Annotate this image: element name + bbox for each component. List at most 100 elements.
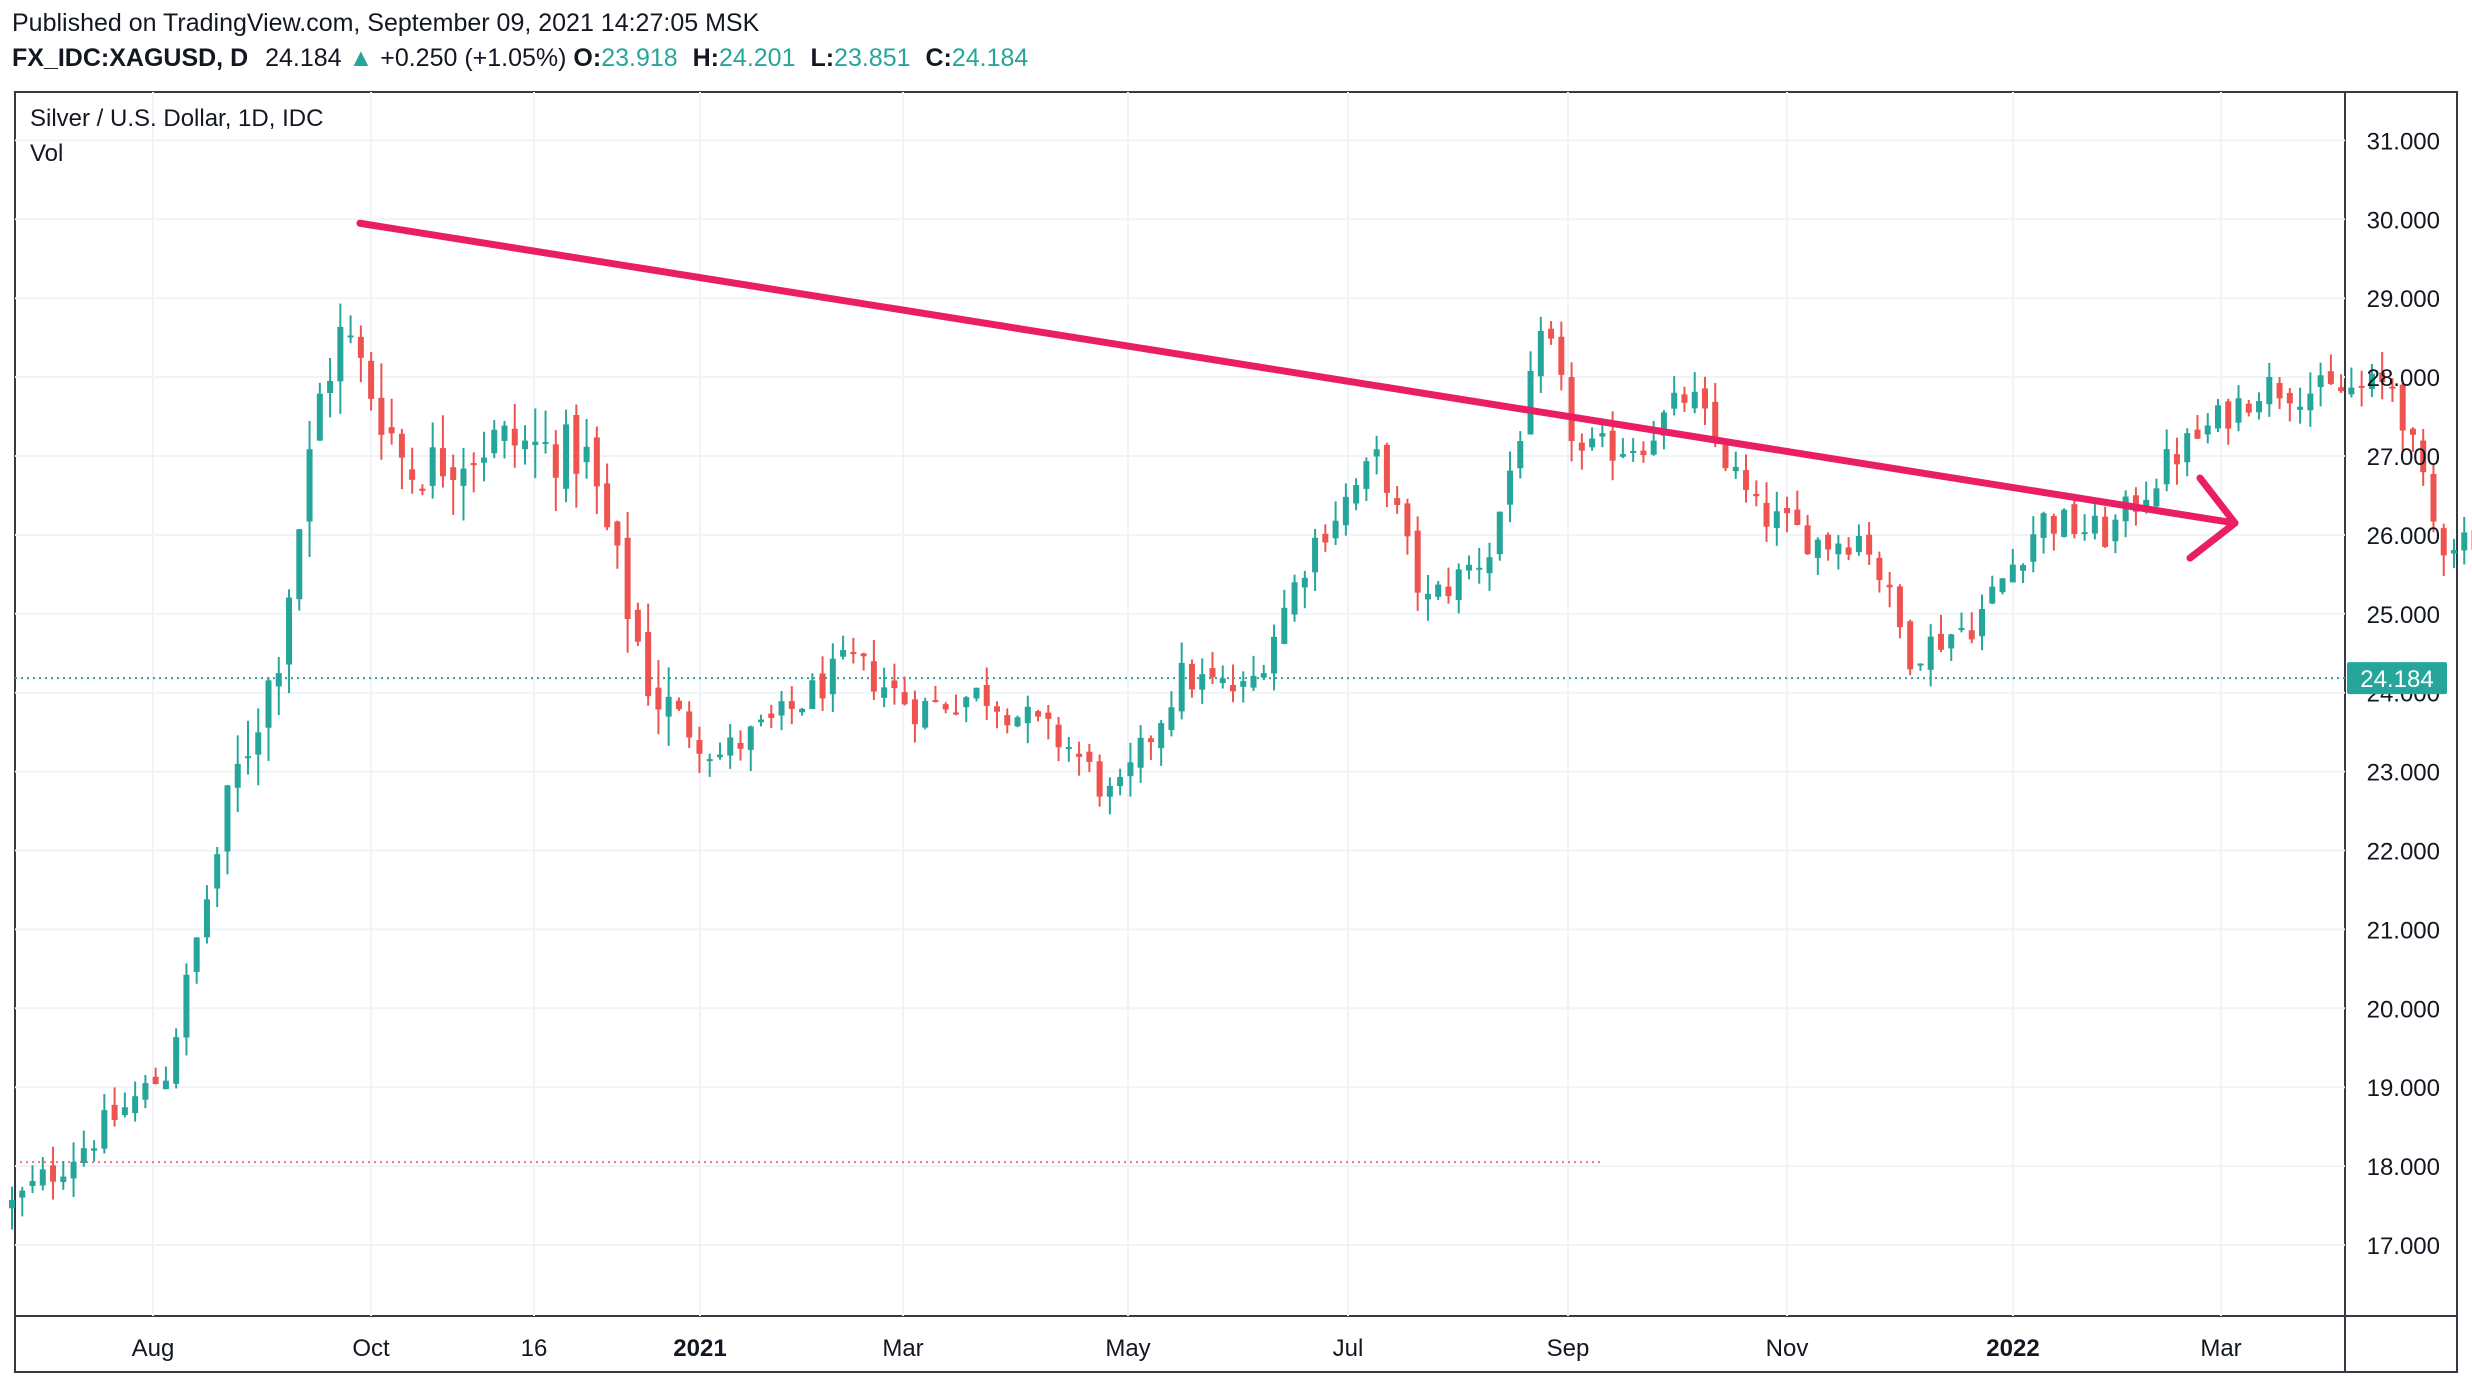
candle-down: [1937, 633, 1944, 650]
candle-down: [737, 742, 744, 749]
up-triangle-icon: ▲: [348, 44, 374, 72]
x-tick-label: Jul: [1333, 1335, 1364, 1362]
candle-down: [2173, 454, 2180, 465]
candle-up: [1117, 776, 1124, 787]
candle-up: [2266, 376, 2273, 405]
x-tick-label: May: [1105, 1335, 1150, 1362]
candle-down: [2379, 372, 2386, 383]
candle-up: [2348, 387, 2355, 395]
symbol-header: FX_IDC:XAGUSD, D 24.184 ▲ +0.250 (+1.05%…: [12, 43, 1028, 73]
candle-down: [388, 427, 395, 434]
y-tick-label: 26.000: [2367, 523, 2440, 550]
candle-up: [316, 393, 323, 441]
candle-up: [542, 442, 549, 445]
candle-up: [1127, 762, 1134, 777]
candle-up: [1671, 392, 1678, 409]
candle-up: [2461, 532, 2468, 551]
candle-up: [306, 449, 313, 522]
candle-down: [2276, 382, 2283, 399]
close-value: 24.184: [951, 44, 1029, 72]
candle-down: [901, 692, 908, 705]
candle-up: [234, 763, 241, 788]
candle-up: [60, 1176, 67, 1183]
candle-up: [1065, 747, 1072, 750]
candle-up: [1424, 593, 1431, 600]
candle-down: [932, 700, 939, 703]
candle-up: [1855, 535, 1862, 553]
candle-up: [2297, 406, 2304, 410]
candle-up: [1660, 412, 1667, 436]
candle-up: [1537, 330, 1544, 377]
candle-down: [1404, 503, 1411, 537]
candle-up: [1958, 628, 1965, 631]
candle-down: [1229, 684, 1236, 692]
candle-up: [973, 687, 980, 699]
candle-up: [183, 974, 190, 1038]
x-tick-label: Aug: [132, 1335, 175, 1362]
candle-down: [1096, 761, 1103, 797]
high-label: H:: [692, 44, 720, 72]
candle-down: [2399, 384, 2406, 431]
candle-down: [1394, 498, 1401, 505]
y-tick-label: 20.000: [2367, 996, 2440, 1023]
candle-down: [1568, 377, 1575, 442]
candle-up: [1589, 438, 1596, 448]
price-axis: 17.000 18.000 19.000 20.000 21.000 22.000 23.0…: [2367, 128, 2440, 1260]
x-tick-label: Oct: [352, 1335, 390, 1362]
candle-up: [214, 854, 221, 889]
candle-up: [2307, 393, 2314, 411]
candle-down: [450, 467, 457, 480]
candle-down: [470, 463, 477, 466]
candle-up: [337, 326, 344, 382]
candle-up: [2020, 565, 2027, 571]
candle-down: [2358, 385, 2365, 388]
candle-down: [439, 448, 446, 477]
x-tick-label: 2022: [1986, 1335, 2039, 1362]
candle-up: [1342, 496, 1349, 526]
candle-up: [1476, 567, 1483, 570]
candle-down: [645, 631, 652, 697]
candle-up: [1999, 578, 2006, 593]
candle-up: [296, 529, 303, 600]
candle-down: [1876, 557, 1883, 580]
candle-down: [511, 428, 518, 446]
candle-up: [80, 1148, 87, 1164]
candle-up: [1517, 441, 1524, 469]
candle-down: [1609, 430, 1616, 461]
candle-up: [1219, 678, 1226, 684]
candle-down: [409, 469, 416, 480]
candle-up: [1312, 537, 1319, 573]
candle-down: [1681, 394, 1688, 403]
open-value: 23.918: [601, 44, 678, 72]
candle-down: [2409, 428, 2416, 435]
candles: [9, 303, 2472, 1230]
last-price-tag-label: 24.184: [2360, 666, 2433, 693]
candle-up: [1465, 564, 1472, 571]
candle-down: [2430, 473, 2437, 522]
candle-up: [1455, 569, 1462, 601]
candle-up: [1835, 543, 1842, 555]
y-tick-label: 30.000: [2367, 207, 2440, 234]
trendline-arrowhead: [2186, 474, 2239, 562]
candle-up: [1178, 662, 1185, 712]
candle-up: [1773, 511, 1780, 528]
candle-down: [1209, 668, 1216, 678]
candle-down: [111, 1104, 118, 1121]
candle-up: [778, 701, 785, 716]
high-value: 24.201: [719, 44, 796, 72]
candle-up: [1630, 450, 1637, 453]
candle-down: [1907, 621, 1914, 670]
candle-up: [429, 447, 436, 486]
candle-up: [1106, 785, 1113, 797]
candle-up: [2061, 509, 2068, 537]
candle-down: [614, 521, 621, 546]
trendline-segment: [356, 219, 2239, 527]
candle-up: [1732, 466, 1739, 472]
candle-up: [2317, 375, 2324, 388]
candle-down: [983, 685, 990, 706]
candle-down: [1701, 388, 1708, 409]
candle-up: [1168, 707, 1175, 731]
candle-down: [860, 653, 867, 657]
candle-down: [1825, 534, 1832, 550]
